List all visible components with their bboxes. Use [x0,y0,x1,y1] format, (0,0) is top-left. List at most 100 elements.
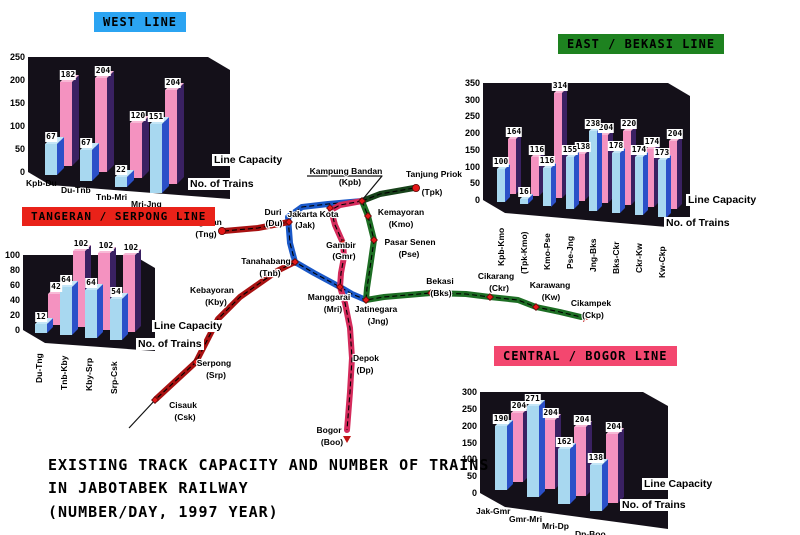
category-label: (Tpk-Kmo) [519,231,529,274]
bar-side [597,126,602,211]
map-station-label-name: Bekasi [426,276,453,286]
bar-value-label-capacity: 204 [510,401,528,412]
bar-face [495,426,507,490]
map-endpoint-marker-Tpk [411,183,420,192]
main-title-line-2: IN JABOTABEK RAILWAY [48,479,249,498]
bar-value-label-capacity: 120 [129,110,147,121]
main-title-line-1: EXISTING TRACK CAPACITY AND NUMBER OF TR… [48,456,490,474]
axis-label-no-of-trains: No. of Trains [188,178,256,190]
bar-value-label-trains: 64 [60,275,72,286]
bar-face [600,134,608,203]
map-station-label-code: (Tpk) [422,187,443,197]
map-station-label-code: (Kby) [205,297,227,307]
main-title: EXISTING TRACK CAPACITY AND NUMBER OF TR… [48,454,489,524]
y-axis-tick-label: 200 [464,128,480,139]
map-line-center-priok-line [361,187,415,202]
bar-side [135,249,141,332]
bar-value-label-trains: 155 [561,144,579,155]
map-station-label-code: (Jak) [295,220,315,230]
y-axis-tick-label: 250 [9,52,25,62]
category-label: Tnb-Kby [59,355,69,390]
bar-side [72,75,79,166]
map-station-label-code: (Kw) [542,292,561,302]
bar-side [507,420,513,490]
map-station-label-code: (Pse) [399,249,420,259]
bar-side [162,116,169,193]
bar-face [80,150,92,181]
map-line-kpb-pointer [307,175,383,200]
bar-value-label-trains: 190 [492,414,510,425]
category-label: Bks-Ckr [611,240,621,274]
map-station-marker-Jak [326,204,334,212]
bar-value-label-capacity: 116 [528,145,546,156]
map-station-label-code: (Mri) [324,304,343,314]
category-label: Kmo-Pse [542,233,552,270]
map-line-center-serpong-line [155,261,296,400]
y-axis-tick-label: 350 [464,78,480,88]
bar-value-label-trains: 173 [653,147,671,158]
map-station-label-name: Kebayoran [190,285,234,295]
bar-face [574,427,587,496]
map-station-label-name: Tanjung Priok [406,169,462,179]
map-station-label-name: Manggarai [308,292,351,302]
y-axis-tick-label: 50 [466,471,477,482]
axis-label-line-capacity: Line Capacity [212,154,285,166]
bar-side [505,163,510,202]
category-label: Du-Tnb [61,185,91,195]
map-line-serpong-tail [128,398,157,429]
bar-value-label-trains: 151 [147,111,165,122]
bar-value-label-capacity: 204 [666,129,684,140]
map-station-label-code: (Tnb) [259,268,280,278]
bar-side [617,428,624,503]
bar-value-label-capacity: 42 [50,281,62,292]
map-station-marker-Pse [370,236,378,244]
y-axis-tick-label: 0 [14,325,20,335]
bar-side [570,443,577,504]
bar-value-label-capacity: 138 [574,142,592,153]
category-label: Kpb-Kmo [496,227,506,266]
bar-value-label-trains: 64 [85,277,97,288]
bar-value-label-trains: 116 [538,155,556,166]
chart-title-central-bogor-line: CENTRAL / BOGOR LINE [494,346,677,366]
category-label: Pse-Jng [565,235,575,269]
map-line-center-east-line [361,200,582,318]
bar-side [551,162,556,207]
bar-face [635,157,643,216]
bar-face [508,139,516,194]
category-label: Mri-Dp [542,521,569,531]
map-station-label-code: (Jng) [368,316,389,326]
map-station-label-name: Kampung Bandan [310,166,383,176]
bar-face [543,167,551,207]
chart-tangerang-serpong-line: TANGERAN / SERPONG LINE 0 20 40 60 80 100 42 12… [5,203,265,408]
bar-face [45,144,57,175]
bar-face [497,168,505,202]
bar-value-label-trains: 67 [45,132,57,143]
bar-value-label-trains: 162 [555,437,573,448]
plot-area-east: 0 50 100 150 200 250 300 350 164 100 116 16 314 116 13… [452,26,800,288]
map-station-label-code: (Kmo) [389,219,414,229]
axis-label-no-of-trains: No. of Trains [136,338,204,350]
map-station-marker-Mri [336,283,344,291]
category-label: Ckr-Kw [634,243,644,273]
bar-value-label-trains: 271 [524,393,541,404]
bar-value-label-capacity: 102 [122,243,140,254]
map-station-label-name: Depok [353,353,379,363]
chart-central-bogor-line: CENTRAL / BOGOR LINE 0 50 100 150 200 250 300 2… [450,340,800,535]
bar-value-label-trains: 12 [35,312,47,322]
bar-value-label-trains: 54 [110,287,122,298]
y-axis-tick-label: 100 [4,250,20,260]
bar-value-label-capacity: 182 [59,70,77,81]
map-station-marker-Csk [151,396,159,404]
axis-label-line-capacity: Line Capacity [686,194,759,206]
bar-value-label-capacity: 102 [97,241,115,252]
y-axis-tick-label: 50 [14,144,25,154]
bar-side [516,134,521,194]
map-station-marker-Gmr [339,239,347,247]
bar-value-label-trains: 67 [80,138,92,149]
bar-face [566,156,574,209]
map-station-marker-Jng [362,296,370,304]
bar-value-label-trains: 100 [492,156,510,167]
category-label: Du-Tng [34,353,44,383]
map-station-label-code: (Kpb) [339,177,361,187]
